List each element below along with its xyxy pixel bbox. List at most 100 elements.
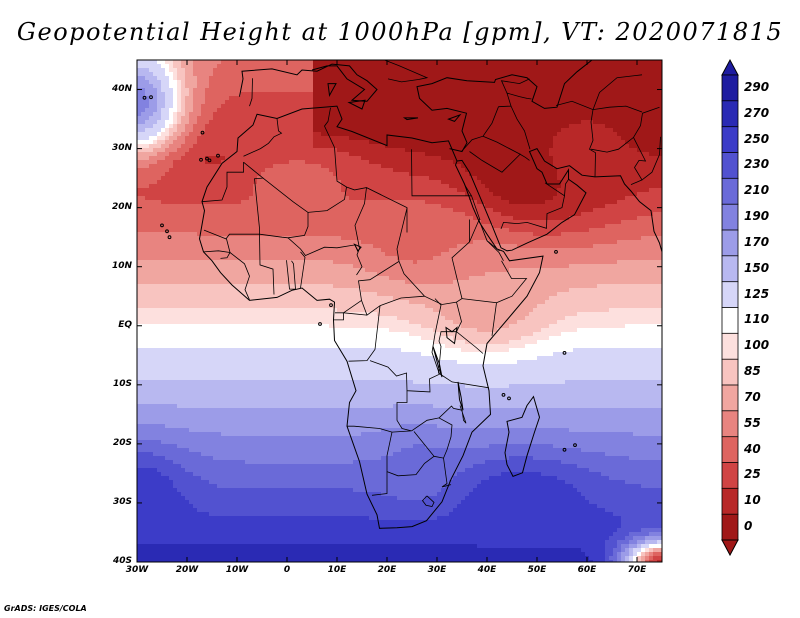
border-9 [358,261,425,316]
island-3 [216,153,220,158]
lon-label: 60E [577,565,597,575]
colorbar-swatch [721,384,739,412]
lon-label: 10W [225,565,249,575]
colorbar-swatch [721,410,739,438]
lake-malawi [457,381,464,411]
colorbar-swatch [721,513,739,541]
colorbar-swatch [721,74,739,102]
border-44 [506,92,532,107]
border-25 [496,260,528,304]
colorbar-label: 190 [744,209,770,224]
border-23 [469,218,500,252]
colorbar-label: 0 [744,519,753,534]
colorbar-swatch [721,307,739,335]
island-8 [318,322,322,326]
island-9 [329,303,333,308]
height-field [137,60,662,562]
border-24 [486,240,504,261]
border-22 [438,331,490,389]
border-28 [386,431,435,477]
border-31 [441,458,452,488]
border-32 [421,495,435,507]
island-11 [573,443,577,448]
border-4 [307,186,347,213]
colorbar-swatch [721,487,739,515]
lat-label: 20S [112,437,132,448]
island-0 [205,156,209,161]
lon-label: 50E [527,565,547,575]
island-16 [142,95,147,100]
border-19 [369,298,442,393]
colorbar-swatch [721,332,739,360]
colorbar-label: 230 [744,157,770,172]
border-14 [220,238,231,259]
island-17 [149,95,153,100]
lat-label: EQ [118,319,132,330]
island-1 [207,158,212,163]
colorbar-label: 150 [744,260,770,275]
border-42 [630,137,647,185]
colorbar-swatch [721,126,739,154]
border-18 [348,305,381,362]
island-6 [160,223,164,228]
lat-label: 10N [111,260,132,271]
colorbar-swatch [721,281,739,309]
credit-text: GrADS: IGES/COLA [4,604,87,613]
lon-label: 30W [125,565,149,575]
border-2 [259,177,309,239]
border-38 [500,182,565,230]
lon-label: 0 [283,565,291,575]
colorbar-label: 125 [744,286,770,301]
colorbar-swatch [721,177,739,205]
africa-coast [198,105,544,529]
border-16 [333,312,344,321]
levant-turkey-coast [416,60,593,153]
lon-label: 30E [427,565,447,575]
lake-tanganyika [432,346,443,378]
island-4 [165,229,169,234]
border-33 [464,184,481,221]
border-26 [347,390,412,433]
lake-victoria [445,326,458,345]
island-12 [501,393,506,397]
lat-label: 40S [112,556,132,566]
border-47 [592,74,643,110]
border-13 [229,252,250,300]
colorbar-swatch [721,203,739,231]
colorbar-label: 110 [744,312,770,327]
colorbar-label: 10 [744,493,761,508]
europe-coast [239,63,378,102]
colorbar-label: 290 [744,79,770,94]
border-12 [300,251,306,289]
colorbar-label: 250 [744,131,770,146]
crete-coast [402,117,419,121]
colorbar-bottom-arrow [721,539,739,557]
colorbar-swatch [721,152,739,180]
border-36 [469,151,521,173]
colorbar-swatch [721,358,739,386]
colorbar-label: 270 [744,105,770,120]
arabia-asia-coast [456,147,662,253]
border-50 [384,60,429,83]
colorbar-swatch [721,229,739,257]
colorbar-swatch [721,462,739,490]
border-40 [589,109,596,177]
colorbar-label: 25 [744,467,761,482]
lat-label: 30N [111,142,132,153]
island-5 [167,235,172,240]
border-8 [396,208,470,305]
chart-title: Geopotential Height at 1000hPa [gpm], VT… [16,18,784,46]
coastlines [142,60,662,529]
lon-label: 70E [627,565,647,575]
colorbar-top-arrow [721,58,739,76]
lon-label: 20W [175,565,199,575]
plot-frame [136,59,663,563]
country-borders [201,60,661,507]
island-13 [507,396,511,401]
border-1 [203,161,265,240]
border-43 [641,136,661,181]
colorbar-label: 40 [744,441,761,456]
border-10 [259,234,275,295]
lat-label: 10S [112,378,132,389]
